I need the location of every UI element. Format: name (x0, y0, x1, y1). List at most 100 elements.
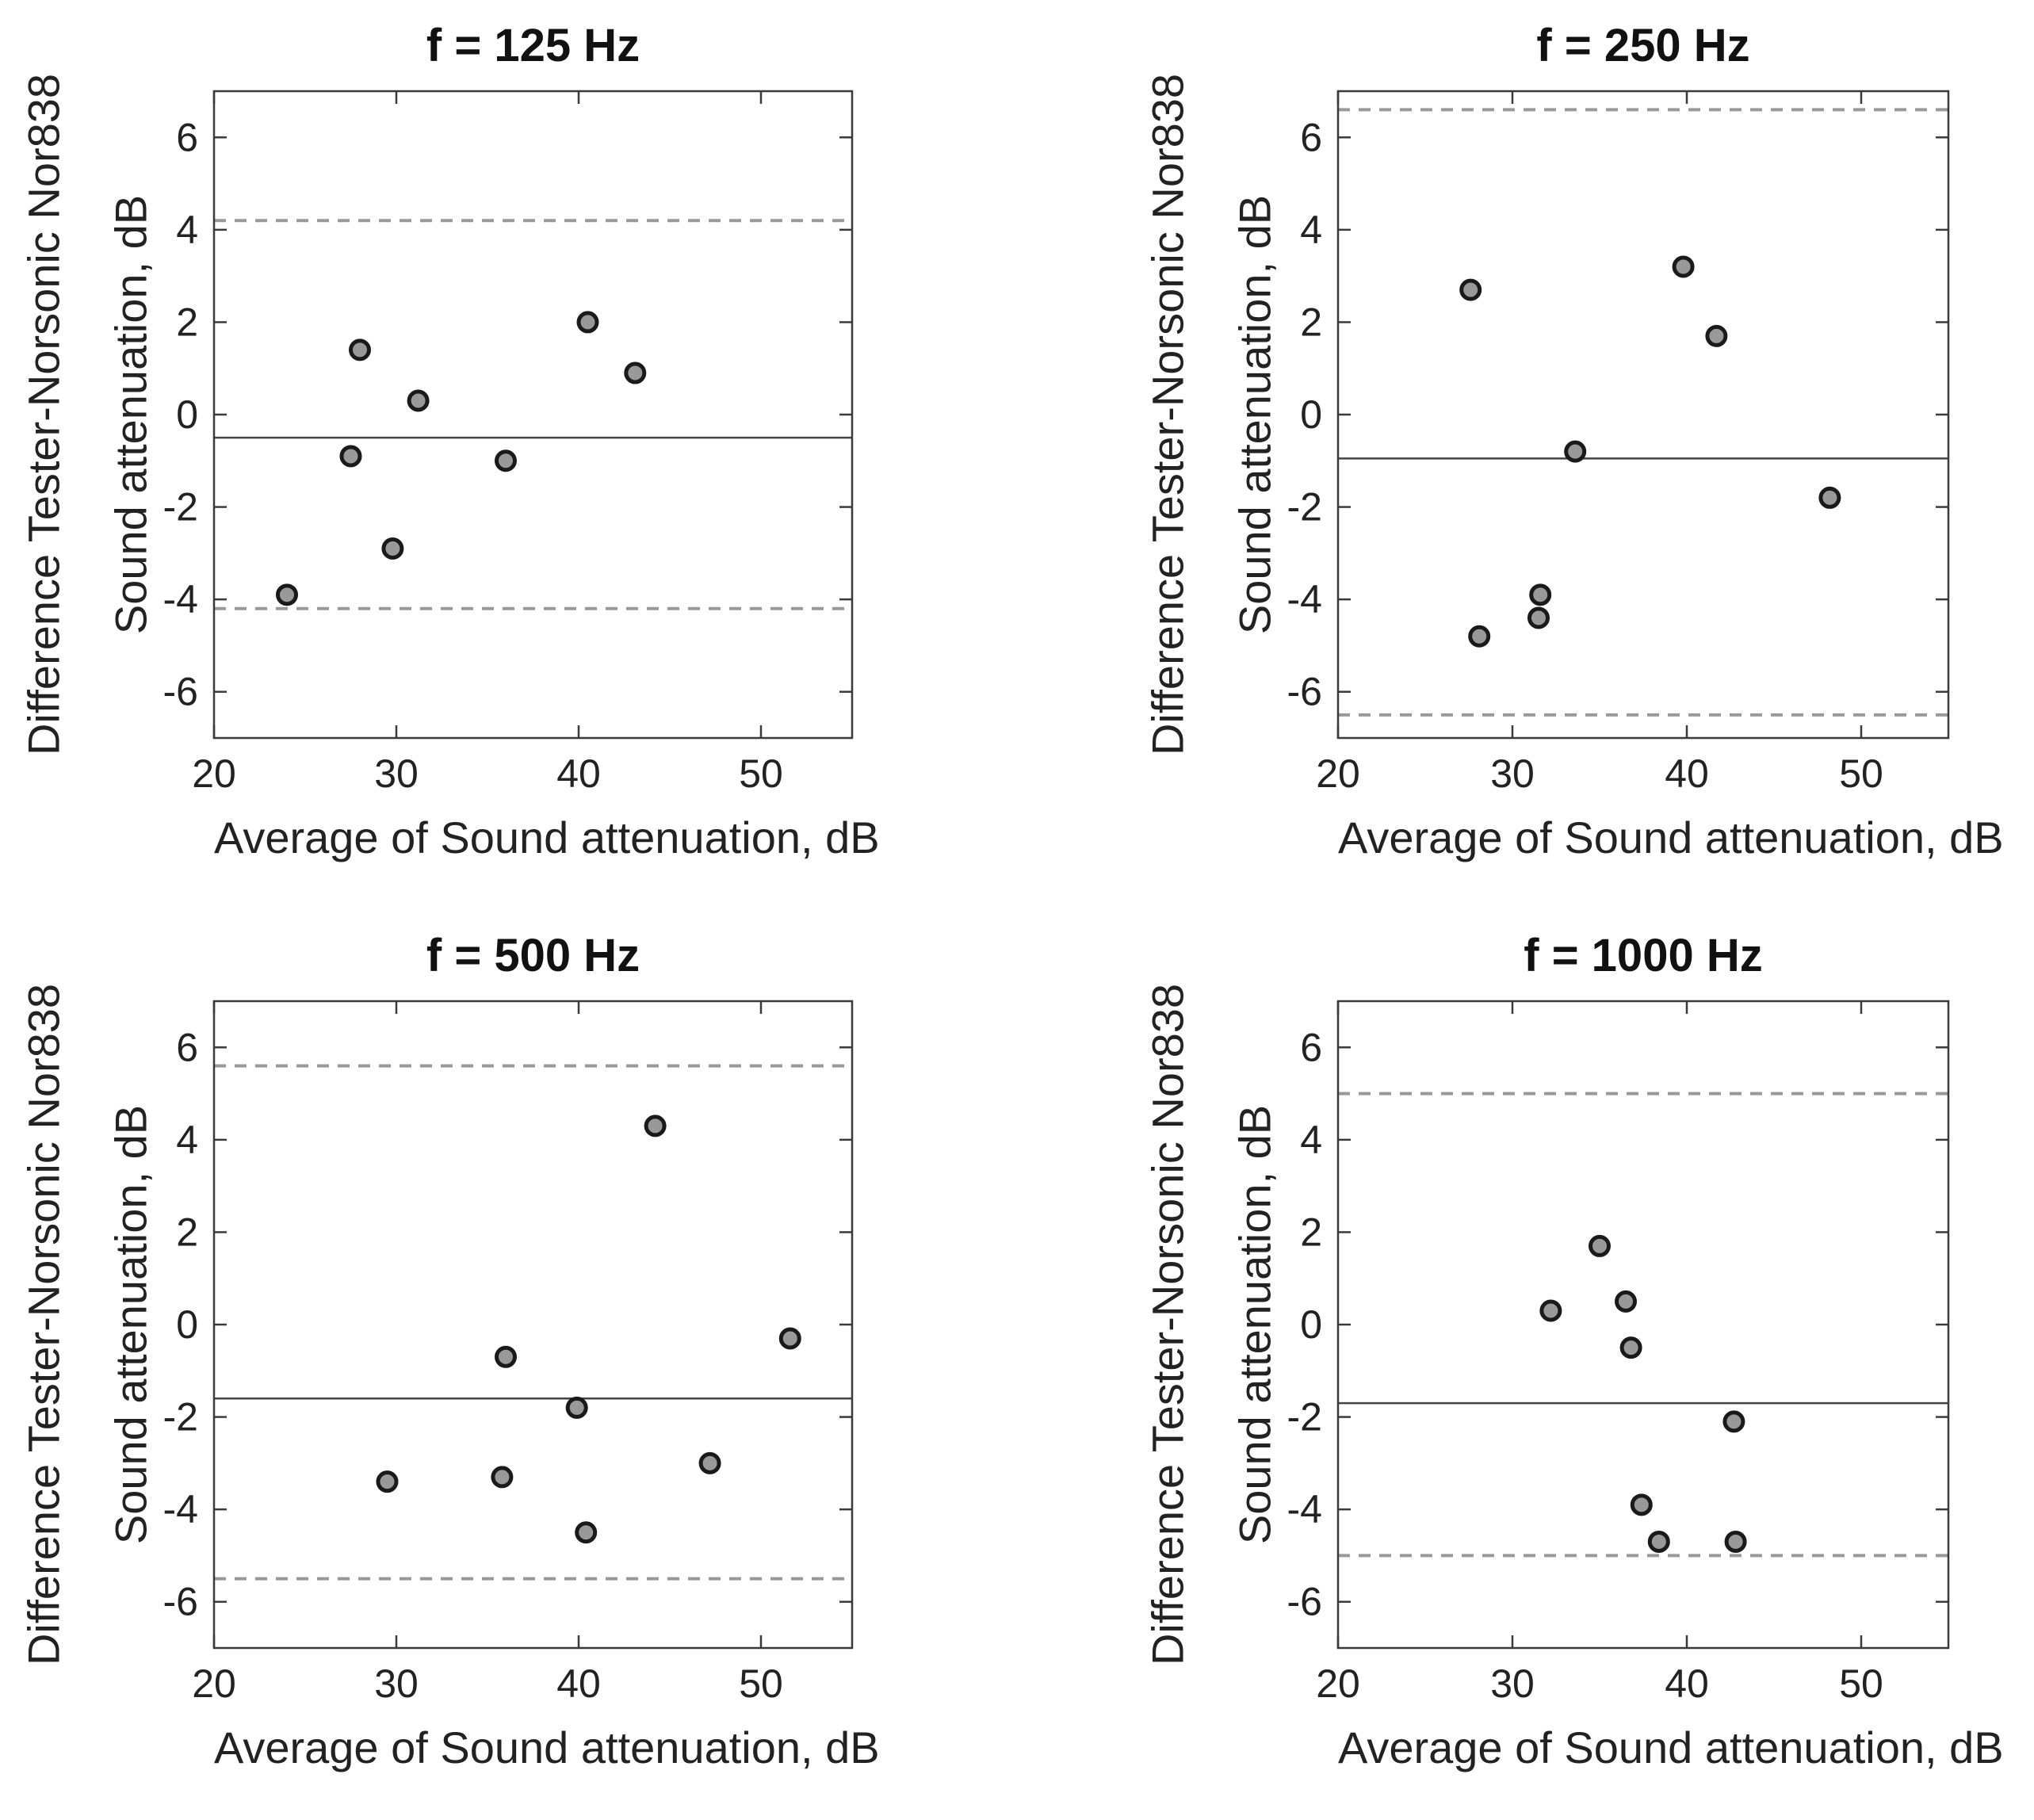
tick-label: 40 (1665, 751, 1709, 796)
tick-label: 40 (1665, 1661, 1709, 1706)
tick-label: -4 (163, 577, 198, 621)
subplot-title: f = 125 Hz (426, 20, 640, 71)
data-point (495, 1345, 517, 1368)
tick-label: -6 (163, 1580, 198, 1624)
axes-box (1336, 1000, 1950, 1650)
tick-label: -6 (1287, 1580, 1322, 1624)
data-point (624, 361, 647, 384)
data-point (576, 311, 599, 334)
tick-label: 20 (1316, 1661, 1360, 1706)
x-axis-label: Average of Sound attenuation, dB (214, 1722, 880, 1772)
tick-label: 0 (176, 392, 198, 437)
tick-label: 4 (1300, 208, 1322, 252)
y-axis-label-line2: Sound attenuation, dB (1229, 194, 1280, 635)
data-point (1459, 278, 1482, 301)
tick-label: 0 (1300, 1302, 1322, 1347)
tick-label: 40 (556, 1661, 601, 1706)
tick-label: 50 (1839, 751, 1883, 796)
data-point (1539, 1299, 1562, 1322)
data-point (644, 1115, 667, 1138)
axes-box (212, 1000, 854, 1650)
y-axis-label-line2: Sound attenuation, dB (105, 1104, 156, 1545)
tick-label: 20 (192, 1661, 236, 1706)
data-point (1468, 625, 1491, 648)
data-point (778, 1327, 801, 1350)
tick-label: -4 (1287, 1487, 1322, 1531)
data-point (1705, 324, 1728, 347)
data-point (1615, 1290, 1637, 1313)
data-point (381, 537, 404, 560)
tick-label: 2 (176, 300, 198, 344)
data-point (1527, 606, 1550, 629)
tick-label: 0 (1300, 392, 1322, 437)
data-point (1722, 1410, 1745, 1433)
subplot-cell-500hz: 20 30 40 50 -6 -4 -2 0 2 4 6 f = 500 Hz Difference… (0, 910, 1017, 1820)
x-axis-label: Average of Sound attenuation, dB (1338, 1722, 2004, 1772)
tick-label: -6 (163, 670, 198, 714)
data-point (1724, 1530, 1747, 1553)
tick-label: 30 (1490, 751, 1535, 796)
tick-label: -2 (163, 1395, 198, 1440)
tick-label: -2 (163, 485, 198, 530)
data-point (565, 1396, 588, 1419)
data-point (575, 1521, 598, 1544)
tick-label: -2 (1287, 485, 1322, 530)
tick-label: 50 (1839, 1661, 1883, 1706)
subplot-cell-250hz: 20 30 40 50 -6 -4 -2 0 2 4 6 f = 250 Hz Difference… (1017, 0, 2034, 910)
data-point (1529, 583, 1552, 606)
tick-label: -4 (1287, 577, 1322, 621)
data-point (276, 583, 298, 606)
tick-label: 4 (1300, 1118, 1322, 1162)
y-axis-label-line1: Difference Tester-Norsonic Nor838 (1142, 983, 1193, 1666)
subplot-title: f = 500 Hz (426, 930, 640, 981)
tick-label: 0 (176, 1302, 198, 1347)
data-point (1619, 1336, 1642, 1359)
y-axis-label-line1: Difference Tester-Norsonic Nor838 (18, 73, 69, 756)
tick-label: 30 (374, 751, 419, 796)
data-point (349, 338, 371, 361)
tick-label: 30 (374, 1661, 419, 1706)
tick-label: 50 (739, 1661, 783, 1706)
tick-label: 2 (1300, 1210, 1322, 1254)
tick-label: 2 (1300, 300, 1322, 344)
y-axis-label-line1: Difference Tester-Norsonic Nor838 (1142, 73, 1193, 756)
data-point (698, 1451, 721, 1474)
data-point (1647, 1530, 1670, 1553)
subplot-cell-1000hz: 20 30 40 50 -6 -4 -2 0 2 4 6 f = 1000 Hz Differenc… (1017, 910, 2034, 1820)
axes-box (1336, 90, 1950, 740)
tick-label: 6 (1300, 115, 1322, 159)
data-point (339, 445, 362, 468)
tick-label: 6 (176, 115, 198, 159)
subplot-title: f = 250 Hz (1536, 20, 1750, 71)
tick-label: 20 (1316, 751, 1360, 796)
data-point (1672, 255, 1695, 278)
tick-label: 40 (556, 751, 601, 796)
data-point (491, 1466, 514, 1489)
y-axis-label-line2: Sound attenuation, dB (105, 194, 156, 635)
axes-box (212, 90, 854, 740)
y-axis-label-line1: Difference Tester-Norsonic Nor838 (18, 983, 69, 1666)
plot-area-500hz: 20 30 40 50 -6 -4 -2 0 2 4 6 (163, 1000, 854, 1706)
tick-label: -6 (1287, 670, 1322, 714)
data-point (1818, 486, 1841, 509)
tick-label: 4 (176, 1118, 198, 1162)
data-point (1564, 440, 1587, 463)
tick-label: 4 (176, 208, 198, 252)
data-point (407, 389, 430, 412)
x-axis-label: Average of Sound attenuation, dB (1338, 812, 2004, 862)
tick-label: 2 (176, 1210, 198, 1254)
plot-area-1000hz: 20 30 40 50 -6 -4 -2 0 2 4 6 (1287, 1000, 1950, 1706)
plot-area-125hz: 20 30 40 50 -6 -4 -2 0 2 4 6 (163, 90, 854, 796)
plot-area-250hz: 20 30 40 50 -6 -4 -2 0 2 4 6 (1287, 90, 1950, 796)
tick-label: 20 (192, 751, 236, 796)
tick-label: 30 (1490, 1661, 1535, 1706)
tick-label: 50 (739, 751, 783, 796)
subplot-title: f = 1000 Hz (1524, 930, 1763, 981)
x-axis-label: Average of Sound attenuation, dB (214, 812, 880, 862)
y-axis-label-line2: Sound attenuation, dB (1229, 1104, 1280, 1545)
tick-label: -4 (163, 1487, 198, 1531)
tick-label: -2 (1287, 1395, 1322, 1440)
subplot-cell-125hz: 20 30 40 50 -6 -4 -2 0 2 4 6 f = 125 Hz Difference… (0, 0, 1017, 910)
data-point (495, 449, 517, 472)
